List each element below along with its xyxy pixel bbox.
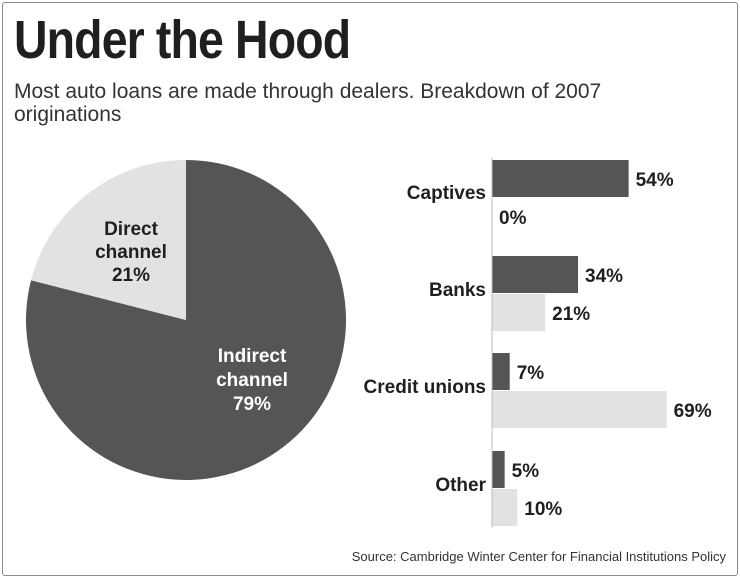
bar-value-label-indirect-0: 54% xyxy=(636,170,674,191)
bar-category-label-other: Other xyxy=(435,475,486,496)
chart-subtitle: Most auto loans are made through dealers… xyxy=(14,80,602,126)
bar-value-label-indirect-3: 5% xyxy=(512,461,540,482)
pie-label-indirect-line1: Indirect xyxy=(218,346,287,367)
pie-slice-direct xyxy=(31,160,187,320)
bar-value-label-indirect-2: 7% xyxy=(517,363,545,384)
chart-title: Under the Hood xyxy=(14,10,351,70)
bar-indirect-3 xyxy=(492,451,505,488)
bar-indirect-1 xyxy=(492,256,579,293)
bar-category-label-captives: Captives xyxy=(407,183,486,204)
pie-value-direct: 21% xyxy=(112,265,150,286)
bar-category-label-credit-unions: Credit unions xyxy=(364,377,486,398)
bar-category-label-banks: Banks xyxy=(429,280,486,301)
pie-label-indirect-line2: channel xyxy=(216,370,288,391)
bar-direct-1 xyxy=(492,294,546,331)
bar-value-label-indirect-1: 34% xyxy=(585,266,623,287)
bar-direct-3 xyxy=(492,489,518,526)
bar-value-label-direct-3: 10% xyxy=(524,499,562,520)
pie-label-direct-line1: Direct xyxy=(104,219,159,240)
bar-indirect-0 xyxy=(492,160,629,197)
bar-value-label-direct-2: 69% xyxy=(674,401,712,422)
pie-slice-indirect xyxy=(26,159,347,480)
bar-value-label-direct-1: 21% xyxy=(552,304,590,325)
pie-value-indirect: 79% xyxy=(233,394,271,415)
bar-direct-2 xyxy=(492,391,667,428)
pie-label-direct-line2: channel xyxy=(95,242,167,263)
source-note: Source: Cambridge Winter Center for Fina… xyxy=(351,549,726,564)
bar-indirect-2 xyxy=(492,353,510,390)
bar-value-label-direct-0: 0% xyxy=(499,208,527,229)
